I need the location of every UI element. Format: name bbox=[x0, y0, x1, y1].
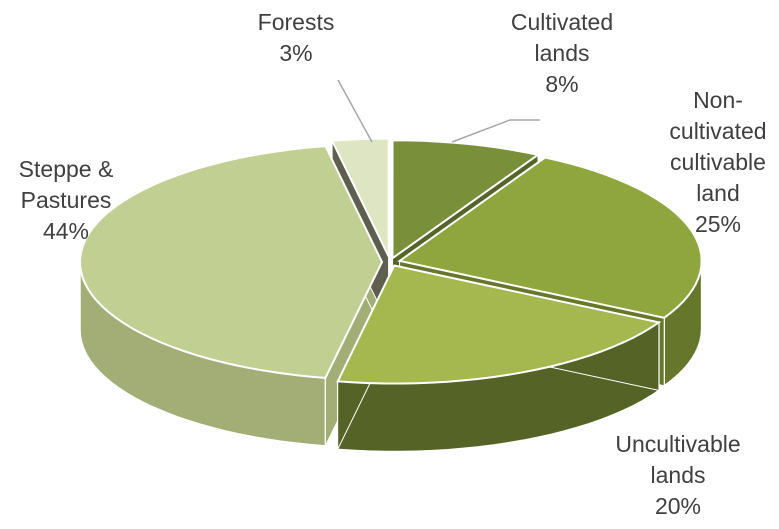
slice-label: Non-cultivated cultivable land 25% bbox=[669, 87, 766, 237]
leader-line bbox=[337, 79, 373, 143]
slice-cultivated-lands bbox=[391, 139, 541, 261]
slice-label: Forests 3% bbox=[258, 9, 335, 66]
slice-forests bbox=[330, 137, 390, 257]
slice-non-cultivated-cultivable-land bbox=[397, 156, 703, 319]
slice-label: Uncultivable lands 20% bbox=[615, 431, 740, 519]
slice-label: Cultivated lands 8% bbox=[511, 9, 613, 97]
slice-steppe-pastures bbox=[79, 145, 384, 379]
slice-uncultivable-lands bbox=[336, 264, 662, 385]
slice-label: Steppe & Pastures 44% bbox=[19, 156, 114, 244]
leader-line bbox=[451, 119, 540, 143]
